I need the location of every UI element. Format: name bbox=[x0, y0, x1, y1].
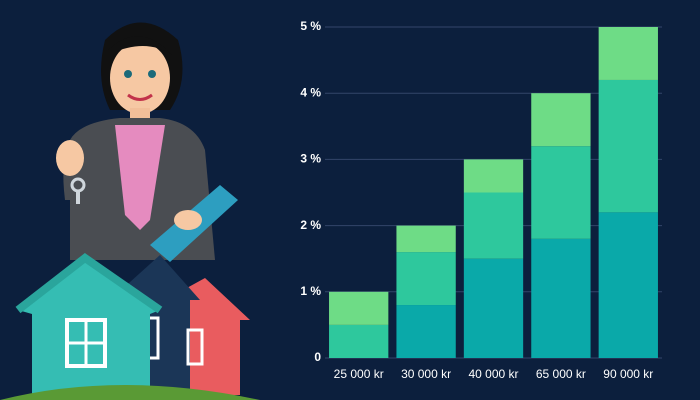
x-tick-label: 40 000 kr bbox=[468, 367, 518, 381]
bar-segment bbox=[463, 192, 524, 259]
hand bbox=[174, 210, 202, 230]
bar-segment bbox=[463, 258, 524, 358]
x-tick-label: 90 000 kr bbox=[603, 367, 653, 381]
bar-segment bbox=[598, 27, 658, 80]
illustration bbox=[0, 22, 260, 400]
blouse bbox=[115, 125, 165, 230]
roof bbox=[15, 253, 163, 314]
eye bbox=[148, 70, 156, 78]
y-tick-label: 1 % bbox=[300, 284, 321, 298]
bar-segment bbox=[531, 146, 591, 239]
bar-segment bbox=[463, 159, 524, 193]
bar-segment bbox=[531, 238, 591, 358]
house bbox=[18, 258, 160, 395]
bangs bbox=[108, 36, 172, 55]
eye bbox=[124, 70, 132, 78]
face bbox=[110, 42, 170, 114]
hand bbox=[56, 140, 84, 176]
hill bbox=[0, 385, 260, 400]
y-tick-label: 5 % bbox=[300, 19, 321, 33]
y-tick-label: 3 % bbox=[300, 152, 321, 166]
x-tick-label: 25 000 kr bbox=[334, 367, 384, 381]
x-tick-label: 65 000 kr bbox=[536, 367, 586, 381]
bar-segment bbox=[598, 79, 658, 213]
window bbox=[186, 328, 204, 366]
y-tick-label: 0 bbox=[314, 350, 321, 364]
bar-segment bbox=[396, 225, 456, 253]
bar-segment bbox=[531, 93, 591, 147]
y-tick-label: 4 % bbox=[300, 85, 321, 99]
bar-segment bbox=[396, 252, 456, 306]
bar-segment bbox=[329, 324, 389, 358]
y-tick-label: 2 % bbox=[300, 218, 321, 232]
x-tick-label: 30 000 kr bbox=[401, 367, 451, 381]
mouth bbox=[127, 93, 153, 101]
bar-segment bbox=[598, 212, 658, 358]
bar-segment bbox=[396, 305, 456, 358]
bar-segment bbox=[329, 291, 389, 325]
key bbox=[76, 190, 80, 204]
